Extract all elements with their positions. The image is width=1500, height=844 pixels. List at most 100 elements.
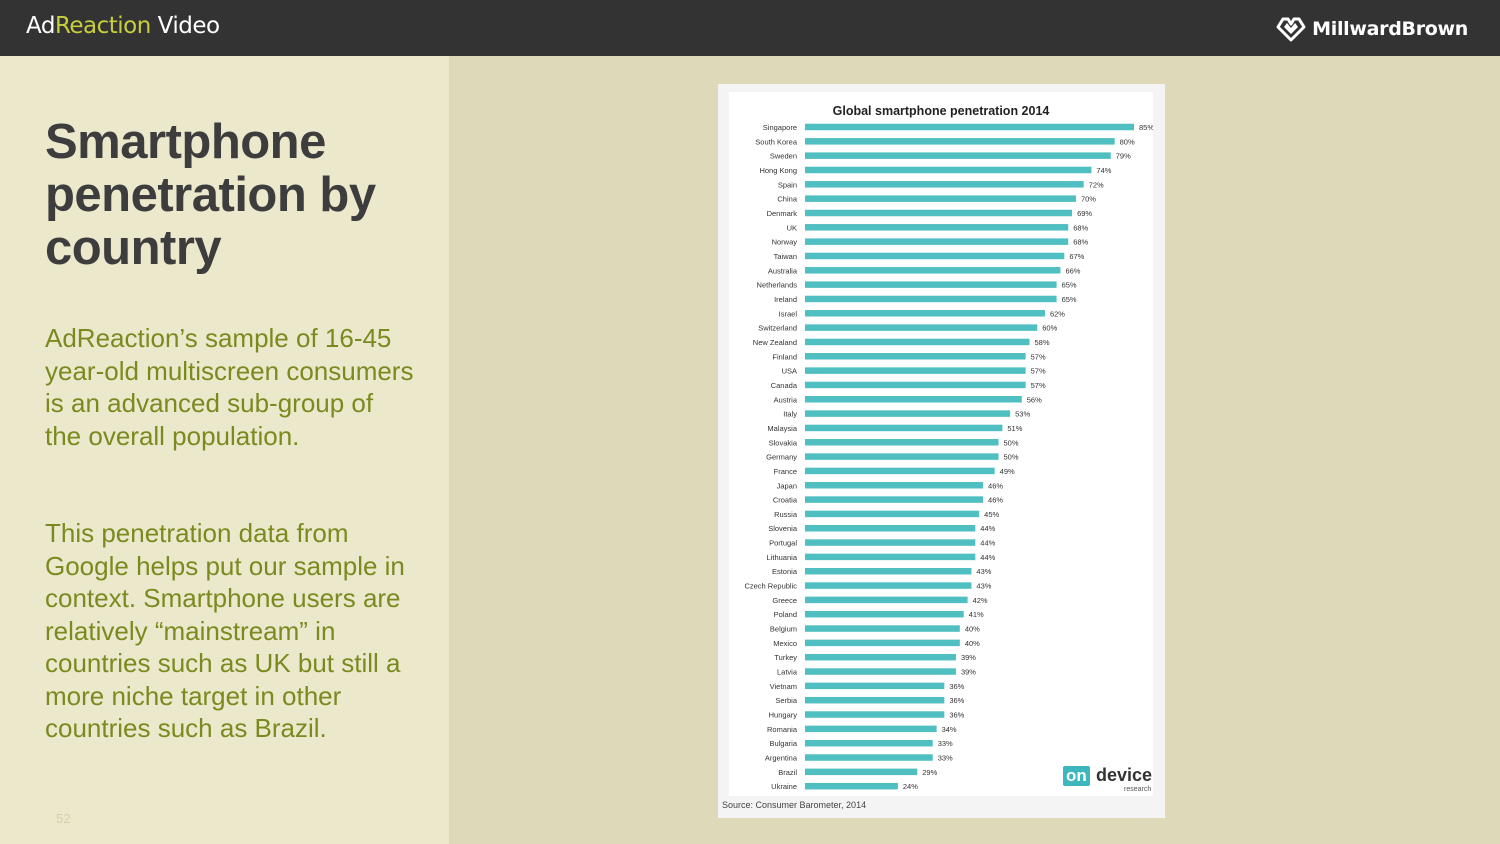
bar (805, 396, 1022, 403)
bar (805, 696, 945, 704)
bar (805, 553, 976, 561)
category-label: Portugal (769, 539, 797, 548)
bar (805, 725, 937, 733)
bar (805, 152, 1111, 159)
category-label: Estonia (772, 567, 798, 576)
bar (805, 711, 945, 718)
value-label: 68% (1073, 223, 1088, 232)
value-label: 33% (938, 754, 953, 763)
value-label: 36% (949, 682, 964, 691)
category-label: Argentina (765, 754, 798, 763)
value-label: 62% (1050, 309, 1065, 318)
bar (805, 381, 1026, 389)
millward-brown-logo: MillwardBrown (1276, 15, 1468, 43)
category-label: Norway (772, 238, 798, 247)
value-label: 39% (961, 668, 976, 677)
category-label: Slovenia (768, 524, 798, 533)
bar (805, 639, 960, 647)
category-label: Poland (774, 610, 797, 619)
category-label: Russia (774, 510, 798, 519)
value-label: 44% (980, 553, 995, 562)
bar (805, 567, 972, 575)
bar (805, 209, 1073, 217)
bar (805, 195, 1076, 202)
chart-card: Global smartphone penetration 2014 Singa… (718, 84, 1165, 818)
page-title: Smartphone penetration by country (45, 115, 376, 275)
heart-diamond-icon (1276, 17, 1306, 42)
bar (805, 267, 1061, 274)
value-label: 51% (1007, 424, 1022, 433)
value-label: 40% (965, 639, 980, 648)
category-label: UK (787, 223, 797, 232)
category-label: Taiwan (774, 252, 797, 261)
value-label: 69% (1077, 209, 1092, 218)
category-label: Turkey (774, 653, 797, 662)
value-label: 39% (961, 653, 976, 662)
value-label: 57% (1031, 367, 1046, 376)
logo-research: research (1124, 786, 1152, 793)
value-label: 60% (1042, 324, 1057, 333)
bar (805, 625, 960, 632)
category-label: Croatia (773, 496, 798, 505)
bar (805, 138, 1115, 145)
value-label: 33% (938, 739, 953, 748)
value-label: 65% (1062, 295, 1077, 304)
value-label: 34% (942, 725, 957, 734)
value-label: 68% (1073, 238, 1088, 247)
bar (805, 482, 984, 489)
category-label: Switzerland (758, 324, 797, 333)
value-label: 70% (1081, 195, 1096, 204)
chart-title: Global smartphone penetration 2014 (832, 104, 1050, 118)
category-label: Finland (772, 352, 797, 361)
bar (805, 252, 1065, 260)
category-label: Mexico (773, 639, 797, 648)
value-label: 36% (949, 711, 964, 720)
bar (805, 295, 1057, 303)
left-text-panel: Smartphone penetration by country AdReac… (0, 56, 449, 844)
top-bar: AdReaction Video MillwardBrown (0, 0, 1500, 56)
brand-suffix: Video (150, 13, 220, 39)
value-label: 42% (973, 596, 988, 605)
value-label: 67% (1069, 252, 1084, 261)
value-label: 43% (976, 582, 991, 591)
bar (805, 367, 1026, 374)
bar (805, 338, 1030, 346)
bar (805, 123, 1134, 131)
category-label: Japan (777, 481, 797, 490)
logo-text: MillwardBrown (1312, 18, 1468, 40)
category-label: Ukraine (771, 782, 797, 791)
category-label: Canada (771, 381, 798, 390)
value-label: 45% (984, 510, 999, 519)
bar (805, 281, 1057, 288)
value-label: 41% (969, 610, 984, 619)
bar (805, 524, 976, 532)
category-label: Australia (768, 266, 798, 275)
bar (805, 324, 1038, 331)
bar (805, 310, 1045, 317)
category-label: Greece (772, 596, 797, 605)
bar (805, 539, 976, 546)
category-label: Sweden (770, 152, 797, 161)
value-label: 43% (976, 567, 991, 576)
bar (805, 238, 1069, 245)
value-label: 50% (1004, 438, 1019, 447)
category-label: Germany (766, 453, 797, 462)
bar (805, 782, 898, 790)
category-label: Vietnam (770, 682, 797, 691)
category-label: Malaysia (767, 424, 797, 433)
value-label: 53% (1015, 410, 1030, 419)
bar (805, 653, 956, 661)
category-label: Ireland (774, 295, 797, 304)
bar (805, 582, 972, 589)
bar (805, 424, 1003, 432)
bar (805, 739, 933, 747)
logo-device: device (1096, 765, 1153, 785)
category-label: Austria (774, 395, 798, 404)
bar (805, 596, 968, 604)
bar (805, 496, 984, 503)
brand-accent: Reaction (54, 13, 151, 39)
category-label: USA (782, 367, 797, 376)
category-label: Brazil (778, 768, 797, 777)
category-label: Spain (778, 180, 797, 189)
bar (805, 453, 999, 460)
